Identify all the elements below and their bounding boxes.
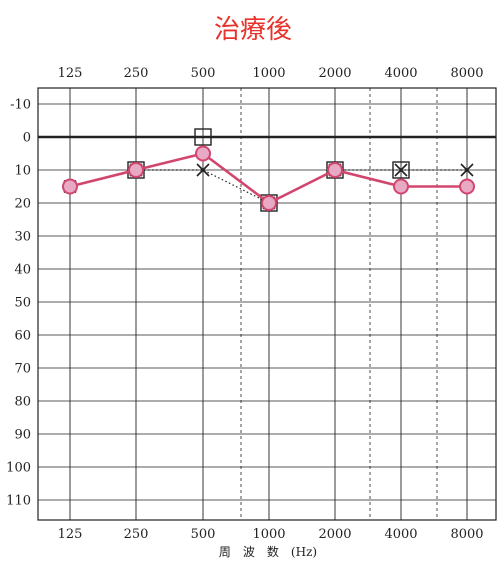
data-point-x [196, 163, 210, 177]
data-point-bracket [392, 161, 410, 179]
data-point-circle [327, 162, 343, 178]
x-tick-label-top: 250 [124, 66, 149, 81]
y-tick-label: 80 [14, 395, 31, 410]
chart-title: 治療後 [214, 15, 292, 45]
x-tick-label-top: 500 [191, 66, 216, 81]
y-tick-label: 60 [14, 329, 31, 344]
y-tick-label: 40 [14, 263, 31, 278]
y-tick-label: 100 [6, 461, 31, 476]
x-tick-label-bottom: 1000 [252, 527, 285, 542]
x-tick-label-bottom: 250 [124, 527, 149, 542]
y-tick-label: 110 [6, 494, 31, 509]
y-tick-label: 0 [23, 131, 31, 146]
x-tick-label-top: 4000 [384, 66, 417, 81]
x-tick-label-bottom: 500 [191, 527, 216, 542]
data-point-circle [393, 178, 409, 195]
data-point-x [394, 163, 408, 177]
x-tick-labels-top: 125 250 500 1000 2000 4000 8000 [58, 66, 484, 81]
x-tick-label-bottom: 8000 [450, 527, 483, 542]
data-point-circle [128, 162, 144, 178]
plot-frame [37, 87, 497, 521]
y-tick-label: 30 [14, 230, 31, 245]
x-tick-label-top: 125 [58, 66, 83, 81]
x-tick-label-bottom: 2000 [318, 527, 351, 542]
y-tick-label: 20 [14, 197, 31, 212]
data-point-circle [459, 178, 475, 195]
x-axis-label: 周 波 数 (Hz) [219, 544, 317, 559]
data-point-circle [195, 145, 211, 162]
grid [37, 87, 497, 521]
y-tick-label: 10 [14, 164, 31, 179]
data-point-circle [261, 195, 277, 211]
y-tick-label: 70 [14, 362, 31, 377]
y-tick-label: 50 [14, 296, 31, 311]
series [62, 128, 475, 212]
x-tick-labels-bottom: 125 250 500 1000 2000 4000 8000 [58, 527, 484, 542]
x-tick-label-top: 8000 [450, 66, 483, 81]
y-tick-label: -10 [10, 98, 31, 113]
data-point-x [460, 163, 474, 177]
y-tick-labels: -10 0 10 20 30 40 50 60 70 80 90 100 110 [6, 98, 31, 509]
x-tick-label-bottom: 125 [58, 527, 83, 542]
x-tick-label-top: 1000 [252, 66, 285, 81]
data-point-bracket [194, 128, 212, 146]
y-tick-label: 90 [14, 428, 31, 443]
x-tick-label-bottom: 4000 [384, 527, 417, 542]
data-point-circle [62, 178, 78, 195]
x-tick-label-top: 2000 [318, 66, 351, 81]
